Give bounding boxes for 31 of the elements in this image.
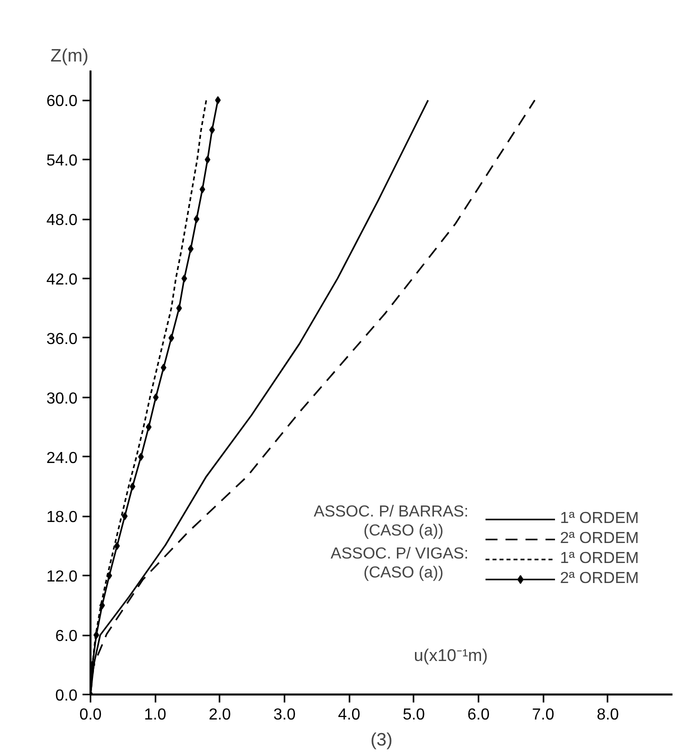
y-tick-label: 12.0 <box>46 568 78 586</box>
x-tick-label: 3.0 <box>273 706 296 724</box>
y-tick-label: 30.0 <box>46 390 78 408</box>
x-tick-label: 2.0 <box>208 706 232 724</box>
y-tick-label: 6.0 <box>55 628 78 646</box>
y-tick-label: 60.0 <box>46 93 78 110</box>
legend-label: 1ª ORDEM <box>560 510 639 528</box>
y-tick-label: 48.0 <box>46 212 78 230</box>
legend-label: 1ª ORDEM <box>560 550 639 568</box>
x-tick-label: 6.0 <box>467 706 490 724</box>
y-axis-title: Z(m) <box>50 46 88 66</box>
annotation: ASSOC. P/ BARRAS: <box>314 504 469 520</box>
y-tick-label: 24.0 <box>46 450 78 467</box>
x-tick-label: 5.0 <box>402 706 426 724</box>
y-tick-label: 42.0 <box>46 272 78 288</box>
x-tick-label: 8.0 <box>596 706 620 724</box>
annotation: (CASO (a)) <box>364 564 444 582</box>
legend-label: 2ª ORDEM <box>560 530 639 548</box>
x-tick-label: 0.0 <box>79 706 102 724</box>
annotation: ASSOC. P/ VIGAS: <box>330 546 469 562</box>
y-tick-label: 54.0 <box>46 152 78 170</box>
y-tick-label: 0.0 <box>55 688 78 704</box>
x-tick-label: 7.0 <box>532 706 554 724</box>
y-tick-label: 36.0 <box>46 330 78 348</box>
text: (3) <box>370 730 392 750</box>
y-tick-label: 18.0 <box>46 509 78 526</box>
x-tick-label: 1.0 <box>144 706 166 724</box>
x-axis-title: u(x10⁻¹m) <box>414 646 488 665</box>
legend-label: 2ª ORDEM <box>560 570 639 588</box>
annotation: (CASO (a)) <box>364 522 444 540</box>
x-tick-label: 4.0 <box>338 706 360 724</box>
